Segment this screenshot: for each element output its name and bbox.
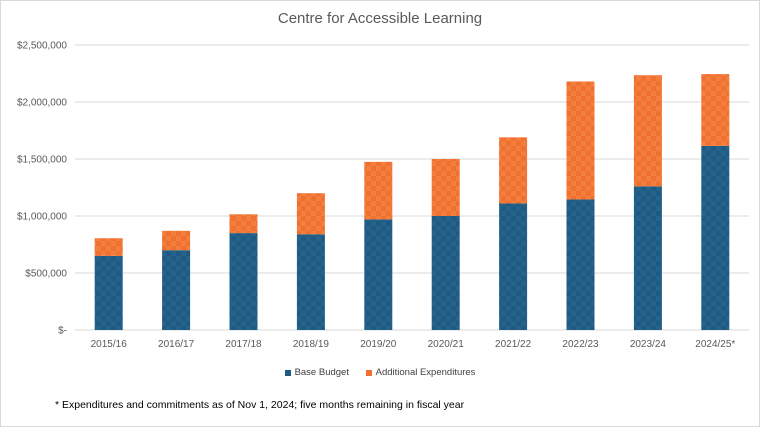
chart-legend: Base Budget Additional Expenditures [1,367,759,379]
bar-base-budget [431,216,460,330]
x-tick-label: 2024/25* [695,339,735,350]
legend-item-base-budget: Base Budget [284,367,349,378]
bar-additional-expenditures [499,137,528,204]
x-tick-label: 2022/23 [562,339,599,350]
bar-additional-expenditures [229,214,258,234]
bar-base-budget [499,203,528,330]
legend-item-additional-expenditures: Additional Expenditures [365,367,476,378]
bar-base-budget [229,233,258,330]
bar-base-budget [566,199,595,330]
legend-label-base-budget: Base Budget [294,367,349,378]
bar-base-budget [633,186,662,330]
bar-additional-expenditures [566,81,595,200]
bar-additional-expenditures [431,159,460,216]
bar-base-budget [94,255,123,330]
footnote: * Expenditures and commitments as of Nov… [55,399,465,411]
bar-base-budget [364,219,393,330]
bar-additional-expenditures [633,75,662,187]
y-tick-label: $1,500,000 [17,155,67,166]
bar-additional-expenditures [364,161,393,220]
bar-base-budget [701,145,730,330]
x-tick-label: 2016/17 [158,339,195,350]
bar-base-budget [162,250,191,330]
y-tick-label: $2,500,000 [17,41,67,52]
x-tick-label: 2015/16 [91,339,128,350]
x-tick-label: 2019/20 [360,339,397,350]
x-tick-label: 2021/22 [495,339,532,350]
y-tick-label: $- [58,326,67,337]
y-tick-label: $2,000,000 [17,98,67,109]
legend-swatch-base-budget [284,369,291,376]
bar-additional-expenditures [94,238,123,256]
x-tick-label: 2018/19 [293,339,330,350]
legend-label-additional-expenditures: Additional Expenditures [375,367,476,378]
legend-swatch-additional-expenditures [365,369,372,376]
x-tick-label: 2023/24 [630,339,667,350]
y-tick-label: $1,000,000 [17,212,67,223]
bar-additional-expenditures [701,74,730,146]
bar-base-budget [296,234,325,330]
chart-title: Centre for Accessible Learning [277,10,483,27]
bar-additional-expenditures [296,193,325,235]
y-tick-label: $500,000 [25,269,67,280]
x-tick-label: 2020/21 [428,339,465,350]
x-tick-label: 2017/18 [225,339,262,350]
bar-additional-expenditures [162,230,191,251]
